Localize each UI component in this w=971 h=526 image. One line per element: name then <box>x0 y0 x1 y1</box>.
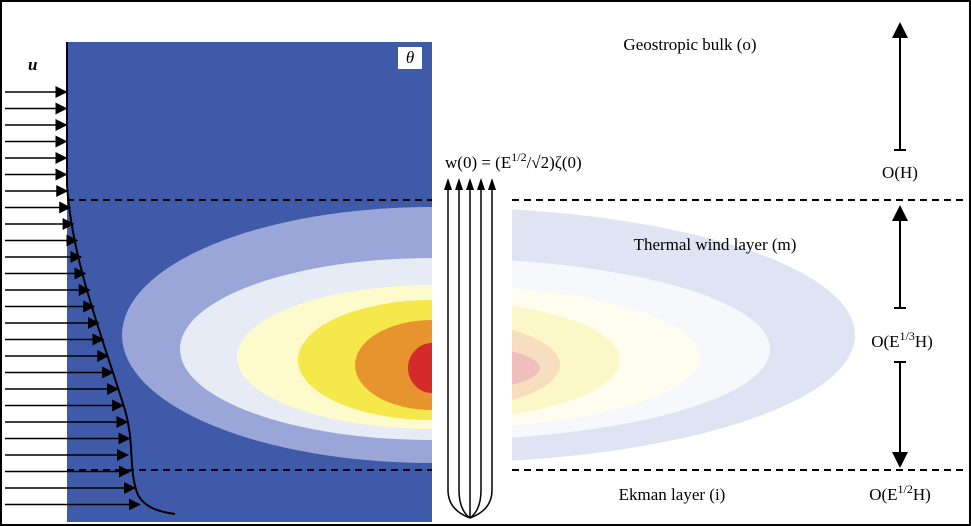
u-label: u <box>28 55 37 74</box>
layer-label: Geostropic bulk (o) <box>623 35 756 54</box>
diagram: u θ Geostropic bulk (o) Thermal wind lay… <box>0 0 971 526</box>
scale-label: O(H) <box>882 163 918 182</box>
layer-label: Thermal wind layer (m) <box>634 235 797 254</box>
theta-label: θ <box>406 48 414 67</box>
layer-label: Ekman layer (i) <box>619 485 726 504</box>
